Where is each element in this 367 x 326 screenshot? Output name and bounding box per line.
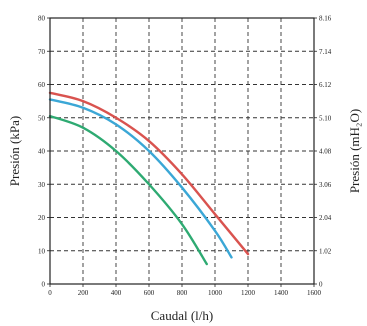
y2-axis-title: Presión (mH₂O) bbox=[347, 109, 362, 193]
curve-series-2 bbox=[48, 98, 233, 259]
y-tick-label: 70 bbox=[38, 48, 46, 56]
y-tick-label: 0 bbox=[42, 281, 46, 289]
y2-tick-label: 3.06 bbox=[319, 181, 332, 189]
y2-tick-label: 1.02 bbox=[319, 247, 332, 255]
x-tick-label: 1200 bbox=[241, 289, 256, 297]
y-tick-label: 60 bbox=[38, 81, 46, 89]
x-tick-label: 1400 bbox=[274, 289, 289, 297]
y-tick-label: 50 bbox=[38, 114, 46, 122]
y-tick-label: 30 bbox=[38, 181, 46, 189]
series-layer bbox=[48, 91, 250, 266]
x-tick-label: 600 bbox=[144, 289, 155, 297]
curve-series-1 bbox=[48, 91, 250, 256]
y2-tick-label: 6.12 bbox=[319, 81, 332, 89]
x-tick-label: 0 bbox=[48, 289, 52, 297]
y-axis-title: Presión (kPa) bbox=[7, 116, 22, 186]
y-tick-label: 40 bbox=[38, 148, 46, 156]
x-tick-label: 800 bbox=[177, 289, 188, 297]
y2-tick-label: 5.10 bbox=[319, 114, 332, 122]
y2-tick-label: 7.14 bbox=[319, 48, 332, 56]
x-tick-label: 1600 bbox=[307, 289, 322, 297]
y2-tick-label: 0 bbox=[319, 281, 323, 289]
y2-tick-label: 2.04 bbox=[319, 214, 332, 222]
x-tick-label: 200 bbox=[78, 289, 89, 297]
tick-layer: 0 200 400 600 800 1000 1200 1400 160001020304050… bbox=[38, 15, 332, 298]
y2-tick-label: 4.08 bbox=[319, 148, 332, 156]
grid-layer bbox=[50, 18, 314, 284]
y-tick-label: 10 bbox=[38, 247, 46, 255]
y-tick-label: 80 bbox=[38, 15, 46, 23]
x-axis-title: Caudal (l/h) bbox=[151, 308, 213, 323]
y2-tick-label: 8.16 bbox=[319, 15, 332, 23]
curve-series-3 bbox=[48, 114, 208, 266]
x-tick-label: 400 bbox=[111, 289, 122, 297]
y-tick-label: 20 bbox=[38, 214, 46, 222]
x-tick-label: 1000 bbox=[208, 289, 223, 297]
